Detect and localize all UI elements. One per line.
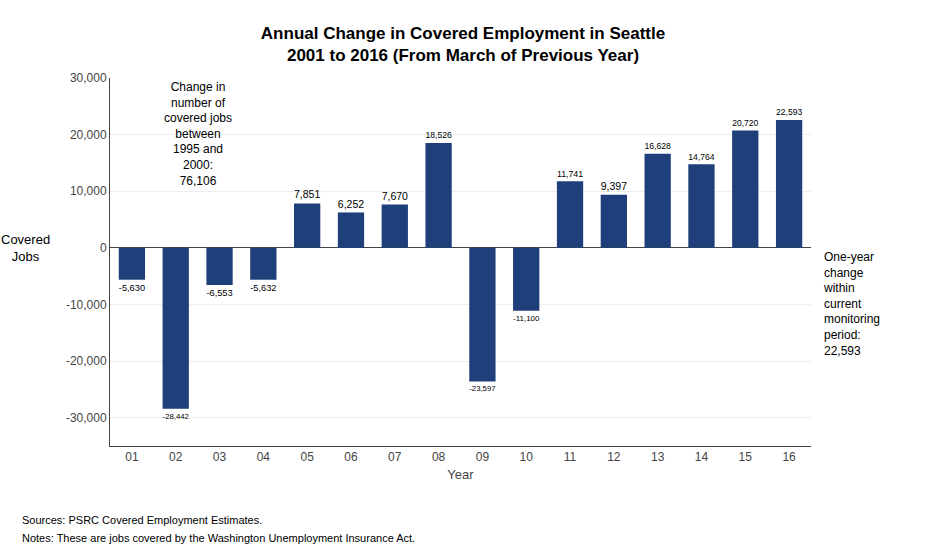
svg-text:-28,442: -28,442 [163, 412, 189, 421]
svg-text:15: 15 [739, 450, 753, 464]
svg-text:One-yearchangewithincurrentmon: One-yearchangewithincurrentmonitoringper… [823, 250, 880, 358]
svg-text:10,000: 10,000 [70, 184, 107, 198]
svg-text:-23,597: -23,597 [469, 384, 495, 393]
svg-text:30,000: 30,000 [70, 71, 107, 85]
svg-text:05: 05 [300, 450, 314, 464]
svg-text:7,851: 7,851 [294, 188, 320, 200]
svg-text:-5,630: -5,630 [119, 283, 145, 293]
svg-text:14: 14 [695, 450, 709, 464]
svg-text:03: 03 [213, 450, 227, 464]
svg-text:06: 06 [344, 450, 358, 464]
svg-text:Notes: These are jobs covered: Notes: These are jobs covered by the Was… [22, 532, 415, 544]
svg-text:-20,000: -20,000 [66, 354, 107, 368]
svg-text:12: 12 [607, 450, 621, 464]
svg-text:20,000: 20,000 [70, 128, 107, 142]
svg-text:11,741: 11,741 [557, 169, 583, 179]
svg-text:04: 04 [257, 450, 271, 464]
svg-text:22,593: 22,593 [776, 107, 802, 117]
svg-text:01: 01 [125, 450, 139, 464]
svg-text:7,670: 7,670 [382, 190, 408, 202]
svg-text:-5,632: -5,632 [250, 283, 276, 293]
svg-text:6,252: 6,252 [338, 198, 364, 210]
svg-text:Sources: PSRC Covered Employme: Sources: PSRC Covered Employment Estimat… [22, 514, 262, 526]
svg-text:16: 16 [782, 450, 796, 464]
svg-text:9,397: 9,397 [601, 180, 627, 192]
svg-text:10: 10 [520, 450, 534, 464]
svg-text:-11,100: -11,100 [513, 314, 540, 323]
svg-text:20,720: 20,720 [732, 118, 758, 128]
svg-text:-30,000: -30,000 [66, 411, 107, 425]
svg-text:08: 08 [432, 450, 446, 464]
svg-text:Year: Year [447, 467, 474, 482]
svg-text:02: 02 [169, 450, 183, 464]
svg-text:18,526: 18,526 [425, 130, 451, 140]
svg-text:14,764: 14,764 [688, 152, 714, 162]
svg-text:13: 13 [651, 450, 665, 464]
svg-text:09: 09 [476, 450, 490, 464]
svg-text:CoveredJobs: CoveredJobs [1, 232, 50, 264]
svg-text:0: 0 [100, 241, 107, 255]
svg-text:Change innumber ofcovered jobs: Change innumber ofcovered jobsbetween199… [164, 80, 232, 188]
svg-text:Annual Change in Covered Emplo: Annual Change in Covered Employment in S… [261, 24, 665, 65]
svg-text:-6,553: -6,553 [206, 288, 232, 298]
svg-text:11: 11 [564, 450, 577, 464]
svg-text:-10,000: -10,000 [66, 298, 107, 312]
svg-text:07: 07 [388, 450, 402, 464]
svg-text:16,628: 16,628 [645, 141, 671, 151]
